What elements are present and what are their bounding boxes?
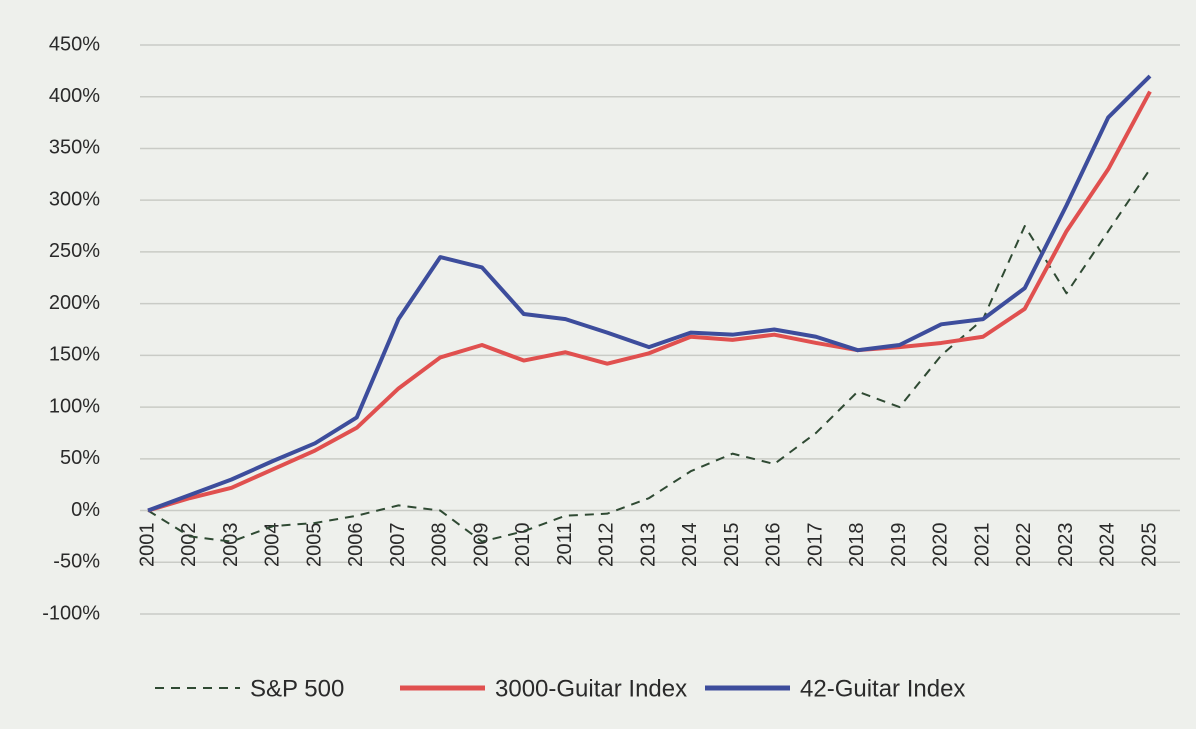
legend-label: 3000-Guitar Index — [495, 675, 687, 702]
series-line — [147, 90, 1152, 513]
y-tick-label: 100% — [49, 395, 100, 417]
y-tick-label: 450% — [49, 33, 100, 55]
x-tick-label: 2012 — [596, 523, 618, 568]
x-tick-label: 2011 — [554, 523, 576, 566]
x-tick-label: 2002 — [178, 523, 200, 568]
x-tick-label: 2020 — [930, 523, 952, 568]
x-tick-label: 2008 — [429, 523, 451, 568]
y-tick-label: -100% — [42, 602, 100, 624]
y-tick-label: 0% — [71, 499, 100, 521]
x-tick-label: 2013 — [637, 523, 659, 568]
x-tick-label: 2015 — [721, 523, 743, 568]
legend-label: S&P 500 — [250, 675, 344, 702]
y-tick-label: -50% — [53, 551, 100, 573]
x-tick-label: 2024 — [1097, 523, 1119, 568]
x-tick-label: 2009 — [470, 523, 492, 568]
x-tick-label: 2001 — [136, 523, 158, 568]
x-tick-label: 2022 — [1013, 523, 1035, 568]
y-tick-label: 250% — [49, 240, 100, 262]
y-tick-label: 400% — [49, 85, 100, 107]
x-tick-label: 2005 — [303, 523, 325, 568]
x-tick-label: 2025 — [1138, 523, 1160, 568]
x-tick-label: 2007 — [387, 523, 409, 568]
x-tick-label: 2017 — [804, 523, 826, 568]
x-tick-label: 2006 — [345, 523, 367, 568]
x-tick-label: 2021 — [971, 523, 993, 568]
y-tick-label: 50% — [60, 447, 100, 469]
x-tick-label: 2004 — [262, 523, 284, 568]
x-tick-label: 2018 — [846, 523, 868, 568]
x-tick-label: 2010 — [512, 523, 534, 568]
x-tick-label: 2019 — [888, 523, 910, 568]
y-tick-label: 150% — [49, 344, 100, 366]
y-tick-label: 200% — [49, 292, 100, 314]
series-line — [147, 74, 1152, 513]
x-tick-label: 2014 — [679, 523, 701, 568]
x-tick-label: 2023 — [1055, 523, 1077, 568]
y-tick-label: 300% — [49, 188, 100, 210]
legend-label: 42-Guitar Index — [800, 675, 965, 702]
x-tick-label: 2003 — [220, 523, 242, 568]
y-tick-label: 350% — [49, 137, 100, 159]
x-tick-label: 2016 — [763, 523, 785, 568]
